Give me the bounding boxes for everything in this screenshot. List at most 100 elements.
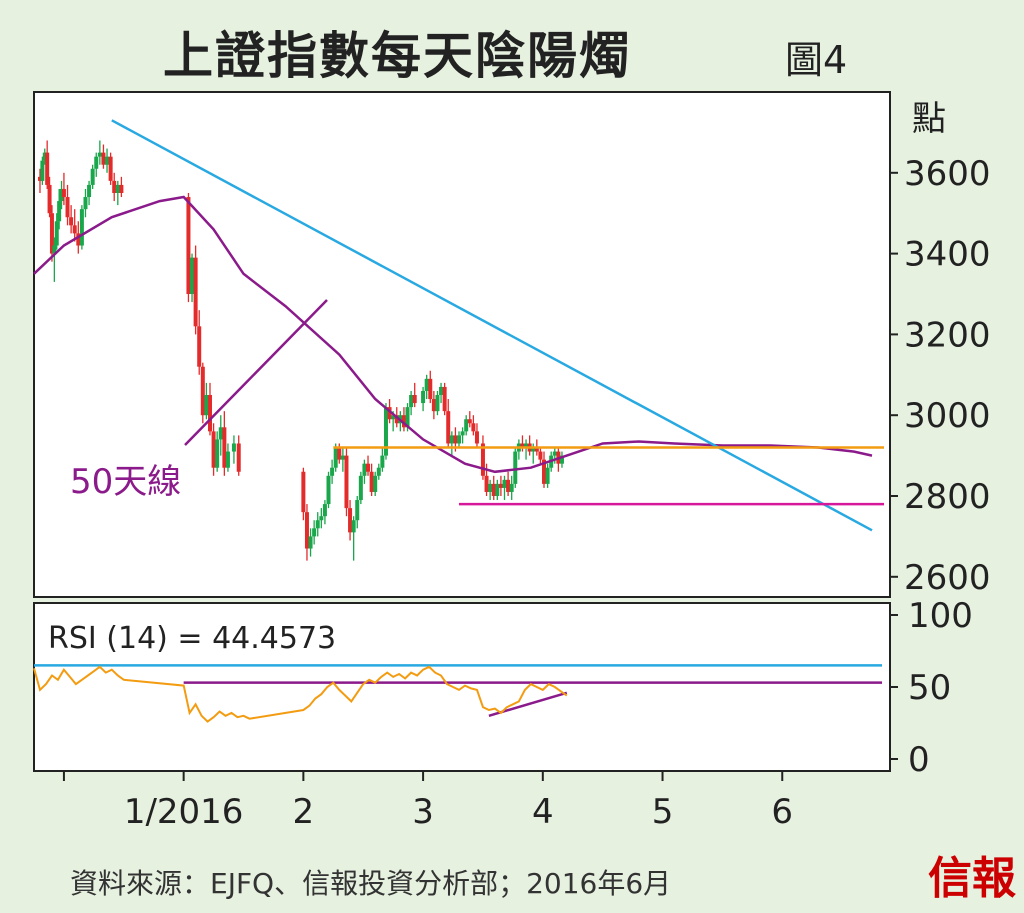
candle-up	[391, 415, 396, 420]
candle-up	[97, 152, 102, 157]
candle-up	[59, 188, 64, 202]
candle-down	[72, 225, 77, 234]
candle-down	[442, 386, 447, 412]
x-tick-label: 3	[412, 792, 434, 832]
candle-up	[115, 184, 120, 193]
candle-up	[405, 407, 410, 428]
candle-down	[186, 197, 191, 294]
candle-up	[83, 197, 88, 210]
candle-up	[513, 451, 518, 484]
candle-up	[308, 536, 313, 549]
candle-up	[495, 483, 500, 496]
candle-up	[502, 479, 507, 488]
candle-down	[387, 407, 392, 420]
candle-down	[222, 427, 227, 468]
candle-down	[301, 471, 306, 513]
rsi-tick-label: 50	[908, 668, 951, 708]
candle-up	[421, 390, 426, 404]
candle-up	[218, 427, 223, 440]
candle-down	[453, 435, 458, 444]
candle-down	[211, 431, 216, 468]
candle-up	[524, 443, 529, 448]
candle-down	[412, 395, 417, 404]
rsi-title: RSI (14) = 44.4573	[48, 621, 336, 656]
x-tick-label: 6	[771, 792, 793, 832]
candle-down	[47, 184, 52, 214]
rsi-panel: 1/2016 2 3 4 5 6 0 50 100 RSI (14) = 44.4573	[33, 596, 973, 832]
ma-annotation: 50天線	[70, 462, 181, 502]
candle-up	[409, 395, 414, 408]
candle-up	[424, 378, 429, 391]
candle-up	[57, 201, 62, 222]
price-plot-frame	[33, 91, 891, 598]
candle-up	[355, 500, 360, 521]
candle-up	[439, 386, 444, 395]
ma50-line	[33, 195, 873, 474]
candle-up	[362, 463, 367, 476]
candle-down	[76, 233, 81, 246]
y-tick-label: 3200	[904, 315, 991, 355]
candle-down	[534, 447, 539, 452]
candle-up	[215, 439, 220, 468]
candle-down	[542, 459, 547, 484]
candle-up	[545, 467, 550, 484]
candle-down	[520, 443, 525, 448]
candle-down	[431, 399, 436, 412]
price-panel: 2600 2800 3000 3200 3400 3600 點 50天線	[33, 91, 991, 598]
candle-down	[37, 176, 42, 181]
y-tick-label: 3000	[904, 396, 991, 436]
candle-down	[467, 419, 472, 424]
candle-up	[351, 520, 356, 533]
x-tick-label: 4	[532, 792, 554, 832]
x-tick-label: 1/2016	[124, 792, 244, 832]
candle-up	[90, 168, 95, 185]
candle-up	[225, 451, 230, 468]
candle-down	[491, 483, 496, 496]
rsi-tick-label: 100	[908, 596, 973, 636]
x-tick-label: 5	[652, 792, 674, 832]
y-tick-label: 3600	[904, 154, 991, 194]
source-text: 資料來源：EJFQ、信報投資分析部；2016年6月	[70, 867, 671, 900]
candle-down	[506, 479, 511, 492]
brand-logo: 信報	[928, 853, 1016, 904]
candle-up	[322, 504, 327, 517]
candle-up	[380, 455, 385, 468]
candle-up	[460, 431, 465, 436]
candle-up	[87, 184, 92, 198]
candle-down	[304, 512, 309, 549]
candle-up	[376, 467, 381, 476]
rsi-tick-label: 0	[908, 740, 930, 780]
candle-up	[340, 455, 345, 460]
candle-down	[428, 378, 433, 400]
candle-up	[552, 451, 557, 456]
y-tick-label: 2600	[904, 558, 991, 598]
candle-up	[42, 152, 47, 161]
y-axis-unit: 點	[912, 99, 946, 139]
candle-up	[52, 245, 57, 254]
candle-up	[559, 455, 564, 464]
candle-down	[538, 451, 543, 460]
candle-down	[348, 508, 353, 533]
candle-down	[119, 184, 124, 193]
candle-up	[509, 483, 514, 492]
candle-up	[531, 447, 536, 452]
candle-down	[446, 411, 451, 444]
candle-up	[40, 160, 45, 181]
candle-down	[69, 217, 74, 226]
candle-up	[488, 483, 493, 492]
candle-up	[383, 407, 388, 456]
candle-down	[61, 188, 66, 198]
x-tick-label: 2	[293, 792, 315, 832]
candle-up	[54, 221, 59, 246]
candle-down	[394, 415, 399, 424]
figure-label: 圖4	[785, 38, 847, 82]
candle-down	[366, 463, 371, 472]
ma-annotation-pointer	[184, 299, 328, 446]
candle-up	[449, 435, 454, 444]
candle-down	[101, 152, 106, 165]
candle-down	[498, 483, 503, 488]
candle-down	[484, 475, 489, 492]
candle-down	[197, 326, 202, 367]
candle-down	[236, 443, 241, 472]
